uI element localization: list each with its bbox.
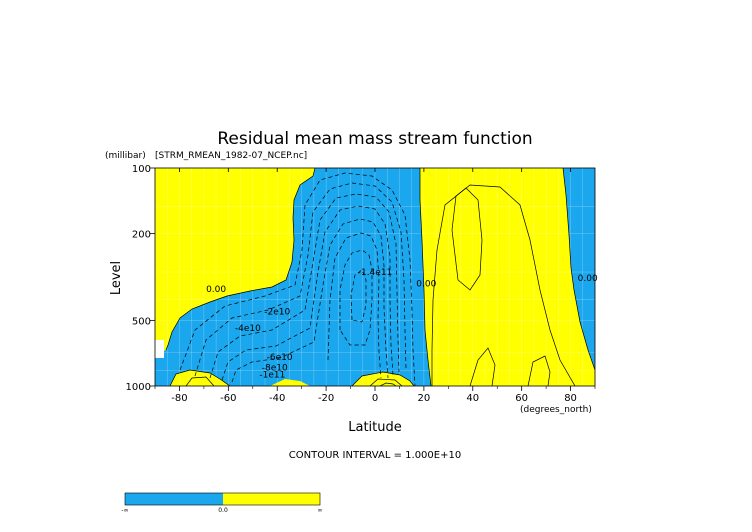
contour-labels: 0.00 -2e10-4e10 -6e10-8e10-1e11 -1.4e11 0.00… [206, 268, 598, 380]
colorbar-label-max: ∞ [318, 507, 323, 514]
chart-title: Residual mean mass stream function [217, 129, 532, 149]
positive-contours [185, 184, 576, 386]
y-tick-label: 500 [132, 316, 151, 327]
dataset-label: [STRM_RMEAN_1982-07_NCEP.nc] [155, 151, 307, 161]
contour-neg-8e10 [221, 205, 394, 381]
contour-label: -8e10 [262, 364, 288, 374]
contour-neg-2e10 [179, 172, 416, 386]
colorbar-negative [125, 493, 223, 505]
x-tick-label: -60 [220, 393, 236, 404]
zero-contour-pole [562, 168, 595, 371]
contour-label: 0.00 [578, 274, 598, 284]
zero-contour-north [419, 168, 432, 386]
negative-contours [179, 172, 416, 386]
contour-interval-label: CONTOUR INTERVAL = 1.000E+10 [289, 450, 461, 461]
contour-label: -4e10 [235, 324, 261, 334]
y-tick-label: 200 [132, 230, 151, 241]
y-axis-label: Level [109, 261, 124, 295]
contour-pos-surface-tropics-inner [369, 378, 403, 386]
contour-label: 0.00 [206, 285, 226, 295]
x-units-label: (degrees_north) [520, 405, 592, 415]
contour-pos-surface-tropics-inner2 [379, 382, 397, 386]
contour-neg-1.6e11 [350, 269, 367, 323]
x-tick-label: 40 [466, 393, 479, 404]
x-axis-ticks: -80 -60 -40 -20 0 20 40 60 80 [154, 168, 596, 404]
x-tick-label: 80 [564, 393, 577, 404]
positive-region-surface-mid [270, 379, 310, 386]
x-tick-label: -40 [269, 393, 285, 404]
y-axis-ticks: 100 200 500 1000 [126, 164, 155, 393]
contour-label: -1e11 [259, 371, 285, 381]
y-tick-label: 100 [132, 164, 151, 175]
grid-lines [155, 168, 595, 386]
contour-pos-surface-lobe [527, 355, 551, 386]
x-tick-label: -80 [171, 393, 187, 404]
colorbar-positive [223, 493, 320, 505]
positive-region-northern [420, 168, 595, 386]
x-tick-label: 20 [418, 393, 431, 404]
contour-neg-1e11 [231, 218, 389, 383]
zero-contour-south [165, 168, 316, 351]
contour-label: 0.00 [416, 280, 436, 290]
contour-pos-2e10-north [451, 187, 483, 291]
y-tick-label: 1000 [126, 382, 151, 393]
contour-lines [165, 168, 595, 386]
plot-area: -80 -60 -40 -20 0 20 40 60 80 100 200 500 1000 0.00… [126, 164, 598, 404]
colorbar-frame [124, 492, 321, 506]
positive-region-surface-south [170, 370, 230, 386]
colorbar-label-mid: 0.0 [218, 507, 228, 514]
zero-contour-surface-south [169, 369, 231, 386]
contour-pos-surface-south-inner [185, 376, 215, 386]
colorbar: -∞ 0.0 ∞ [121, 492, 323, 514]
x-tick-label: 60 [515, 393, 528, 404]
x-tick-label: -20 [318, 393, 334, 404]
x-axis-label: Latitude [348, 420, 402, 435]
contour-label: -1.4e11 [358, 268, 393, 278]
contour-neg-1.4e11 [339, 249, 373, 346]
contour-label: -2e10 [264, 308, 290, 318]
contour-neg-6e10 [209, 193, 400, 379]
contour-label: -6e10 [267, 353, 293, 363]
zero-contour-surface-tropics [351, 371, 415, 386]
x-tick-label: 0 [372, 393, 378, 404]
colorbar-label-min: -∞ [121, 507, 128, 514]
contour-pos-north-lobe [469, 347, 496, 386]
contour-pos-1e10-north [431, 184, 576, 386]
y-units-label: (millibar) [105, 151, 146, 161]
contour-neg-1.2e11 [327, 232, 382, 379]
missing-data-patch [155, 340, 164, 358]
